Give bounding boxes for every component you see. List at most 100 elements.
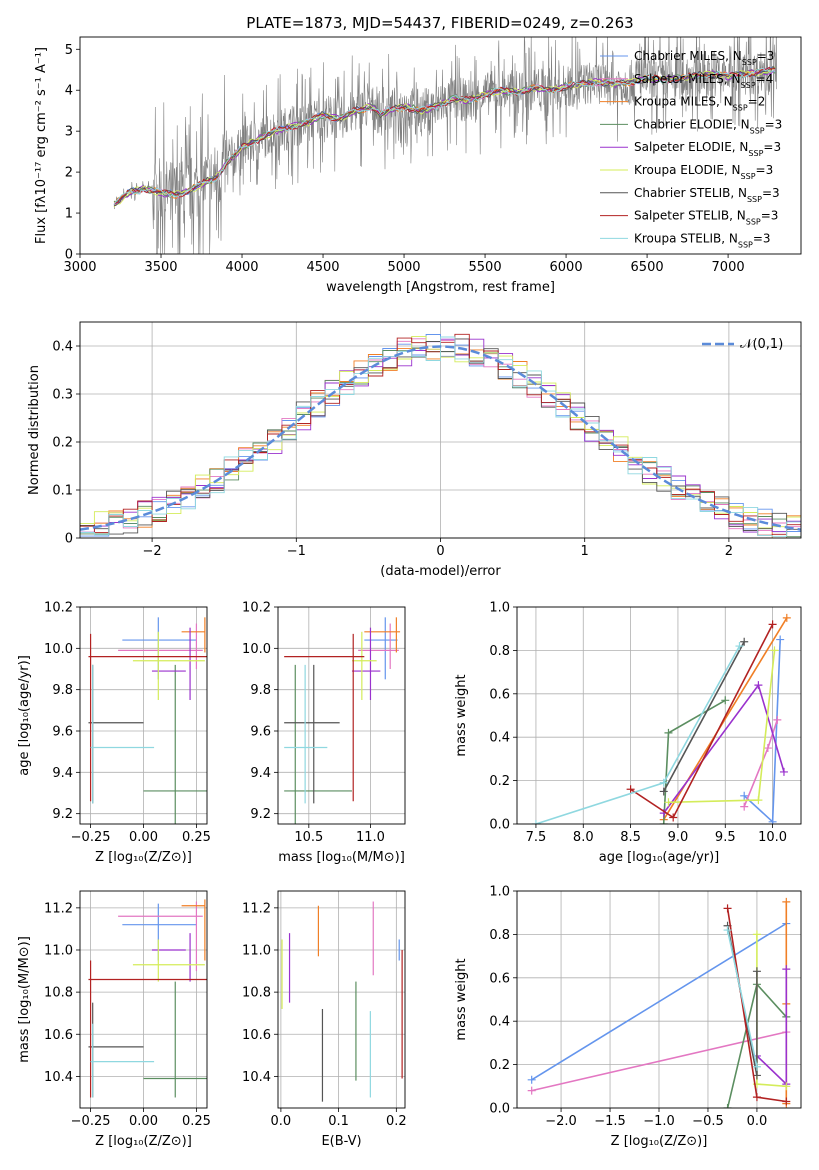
x-axis-label: mass [log₁₀(M/M⊙)] bbox=[278, 850, 405, 865]
y-axis-label: mass weight bbox=[454, 674, 469, 756]
y-tick-label: 11.0 bbox=[44, 943, 73, 958]
figure-title: PLATE=1873, MJD=54437, FIBERID=0249, z=0… bbox=[246, 14, 633, 32]
x-tick-label: 2 bbox=[725, 544, 733, 559]
legend-label: 𝒩(0,1) bbox=[740, 337, 783, 352]
weight-marker bbox=[723, 1104, 732, 1108]
y-axis-label: age [log₁₀(age/yr)] bbox=[17, 655, 32, 776]
legend-label: Kroupa ELODIE, NSSP=3 bbox=[634, 163, 773, 181]
x-tick-label: 0.1 bbox=[328, 1114, 349, 1129]
x-tick-label: 0 bbox=[436, 544, 444, 559]
y-tick-label: 10.8 bbox=[242, 986, 271, 1001]
y-tick-label: 3 bbox=[65, 125, 73, 140]
weight-line bbox=[531, 922, 787, 1081]
x-axis-label: (data-model)/error bbox=[380, 564, 501, 579]
y-tick-label: 11.0 bbox=[242, 943, 271, 958]
weight-line bbox=[756, 969, 788, 1086]
x-tick-label: 0.00 bbox=[129, 830, 158, 845]
x-tick-label: 0.25 bbox=[182, 830, 211, 845]
x-axis-label: Z [log₁₀(Z/Z⊙)] bbox=[611, 1134, 708, 1149]
x-tick-label: 9.0 bbox=[668, 830, 689, 845]
legend-label: Chabrier MILES, NSSP=3 bbox=[634, 49, 774, 67]
x-tick-label: −1.5 bbox=[594, 1114, 626, 1129]
y-tick-label: 0.2 bbox=[489, 774, 510, 789]
x-tick-label: 8.0 bbox=[573, 830, 594, 845]
y-tick-label: 9.8 bbox=[250, 683, 271, 698]
axes-frame bbox=[79, 321, 802, 539]
x-tick-label: 0.0 bbox=[747, 1114, 768, 1129]
x-axis-label: age [log₁₀(age/yr)] bbox=[599, 850, 720, 865]
residual-hist-panel: −2 −1 0 1 2 0 0.1 0.2 0.3 0.4 (data-model)/error No… bbox=[27, 321, 802, 579]
gaussian-curve bbox=[80, 345, 801, 531]
weight-marker bbox=[735, 642, 744, 651]
weight-marker bbox=[659, 787, 668, 796]
weight-marker bbox=[659, 820, 668, 824]
x-tick-label: 11.0 bbox=[356, 830, 385, 845]
y-tick-label: 10.6 bbox=[242, 1028, 271, 1043]
x-axis-label: Z [log₁₀(Z/Z⊙)] bbox=[95, 850, 192, 865]
y-tick-label: 10.8 bbox=[44, 986, 73, 1001]
weight-marker bbox=[752, 930, 761, 939]
axes-frame bbox=[277, 606, 406, 825]
weight-line bbox=[662, 641, 745, 792]
model-spectrum-4 bbox=[113, 69, 776, 206]
weight-marker bbox=[752, 967, 761, 976]
y-axis-label: Flux [fλ10⁻¹⁷ erg cm⁻² s⁻¹ A⁻¹] bbox=[34, 47, 49, 244]
weight-vs-age-panel: 7.5 8.0 8.5 9.0 9.5 10.0 0.0 0.2 0.4 0.6 0.8 1.0 age… bbox=[454, 601, 802, 865]
legend-label: Chabrier ELODIE, NSSP=3 bbox=[634, 117, 782, 135]
weight-marker bbox=[664, 728, 673, 737]
y-tick-label: 11.2 bbox=[44, 901, 73, 916]
plot-area bbox=[88, 899, 207, 1098]
x-tick-label: 7000 bbox=[712, 260, 745, 275]
y-tick-label: 0.4 bbox=[489, 731, 510, 746]
weight-marker bbox=[782, 1097, 791, 1106]
x-tick-label: −2.0 bbox=[545, 1114, 577, 1129]
x-axis-label: Z [log₁₀(Z/Z⊙)] bbox=[95, 1134, 192, 1149]
weight-marker bbox=[527, 1075, 536, 1084]
y-tick-label: 9.6 bbox=[52, 725, 73, 740]
weight-marker bbox=[782, 613, 791, 622]
weight-marker bbox=[723, 904, 732, 913]
y-tick-label: 0.2 bbox=[52, 436, 73, 451]
weight-marker bbox=[770, 646, 779, 655]
weight-marker bbox=[664, 798, 673, 807]
y-tick-label: 9.4 bbox=[52, 766, 73, 781]
y-tick-label: 0.8 bbox=[489, 644, 510, 659]
weight-marker bbox=[752, 1093, 761, 1102]
y-axis-label: mass weight bbox=[454, 958, 469, 1040]
model-spectrum-8 bbox=[113, 67, 776, 206]
legend-label: Salpeter STELIB, NSSP=3 bbox=[634, 209, 778, 227]
weight-marker bbox=[626, 785, 635, 794]
plot-area bbox=[531, 613, 791, 824]
plot-area bbox=[284, 617, 401, 824]
y-tick-label: 10.0 bbox=[242, 642, 271, 657]
y-tick-label: 0.6 bbox=[489, 687, 510, 702]
x-tick-label: 10.0 bbox=[758, 830, 787, 845]
x-tick-label: 10.5 bbox=[294, 830, 323, 845]
axes-frame bbox=[79, 890, 208, 1109]
weight-marker bbox=[782, 965, 791, 974]
y-tick-label: 10.6 bbox=[44, 1028, 73, 1043]
weight-marker bbox=[773, 715, 782, 724]
weight-line bbox=[535, 645, 741, 824]
plot-area bbox=[281, 901, 403, 1102]
weight-marker bbox=[740, 791, 749, 800]
weight-marker bbox=[768, 620, 777, 629]
weight-marker bbox=[531, 820, 540, 824]
x-tick-label: 0.2 bbox=[386, 1114, 407, 1129]
x-tick-label: 6000 bbox=[550, 260, 583, 275]
y-tick-label: 9.2 bbox=[52, 807, 73, 822]
weight-marker bbox=[740, 637, 749, 646]
age-vs-mass-panel: 10.5 11.0 9.2 9.4 9.6 9.8 10.0 10.2 mass [log₁₀(… bbox=[242, 601, 406, 865]
weight-marker bbox=[527, 1086, 536, 1095]
plot-area bbox=[113, 37, 777, 254]
y-tick-label: 0.4 bbox=[489, 1015, 510, 1030]
legend-label: Salpeter MILES, NSSP=4 bbox=[634, 72, 773, 90]
weight-marker bbox=[723, 926, 732, 935]
weight-marker bbox=[721, 696, 730, 705]
mass-vs-EBV-panel: 0.0 0.1 0.2 10.4 10.6 10.8 11.0 11.2 E(B-V) bbox=[242, 890, 407, 1149]
y-axis-label: mass [log₁₀(M/M⊙)] bbox=[17, 936, 32, 1063]
weight-marker bbox=[740, 802, 749, 811]
y-tick-label: 0.0 bbox=[489, 1102, 510, 1117]
x-tick-label: 3000 bbox=[63, 260, 96, 275]
y-tick-label: 9.2 bbox=[250, 807, 271, 822]
